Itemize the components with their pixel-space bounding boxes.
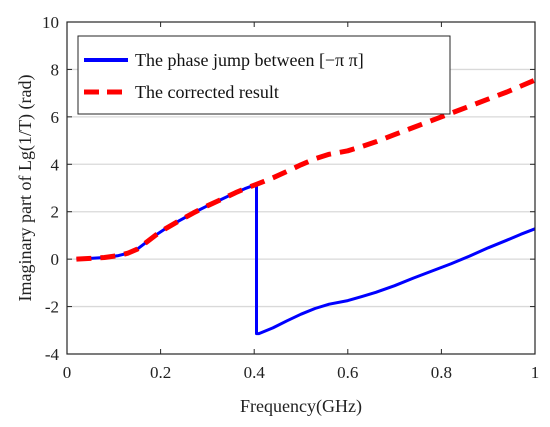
plot-frame: [66, 21, 536, 355]
x-tick-label: 0: [63, 363, 72, 382]
ticks: [66, 21, 536, 355]
legend-label-corrected: The corrected result: [135, 82, 279, 102]
series-layer: [76, 77, 536, 336]
series-line-corrected: [76, 77, 536, 262]
series-line-phase-jump: [76, 183, 536, 336]
tick-labels: -4 -2 0 2 4 6 8 10 0 0.2 0.4 0.6 0.8 1: [42, 13, 539, 382]
legend-label-phase-jump: The phase jump between [−π π]: [135, 50, 364, 70]
y-tick-label: -4: [45, 345, 60, 364]
x-tick-label: 1: [531, 363, 540, 382]
x-tick-label: 0.2: [150, 363, 171, 382]
x-tick-label: 0.4: [244, 363, 266, 382]
y-tick-label: 8: [51, 60, 60, 79]
x-tick-label: 0.8: [431, 363, 452, 382]
x-axis-title: Frequency(GHz): [240, 396, 362, 417]
legend: The phase jump between [−π π] The correc…: [77, 35, 451, 115]
y-tick-label: 6: [51, 108, 60, 127]
y-tick-label: 10: [42, 13, 59, 32]
y-tick-label: 4: [51, 155, 60, 174]
legend-box: [77, 35, 451, 115]
y-axis-title: Imaginary part of Lg(1/T) (rad): [15, 75, 36, 302]
y-tick-label: -2: [45, 298, 59, 317]
x-tick-label: 0.6: [337, 363, 358, 382]
y-tick-label: 2: [51, 203, 60, 222]
y-tick-label: 0: [51, 250, 60, 269]
